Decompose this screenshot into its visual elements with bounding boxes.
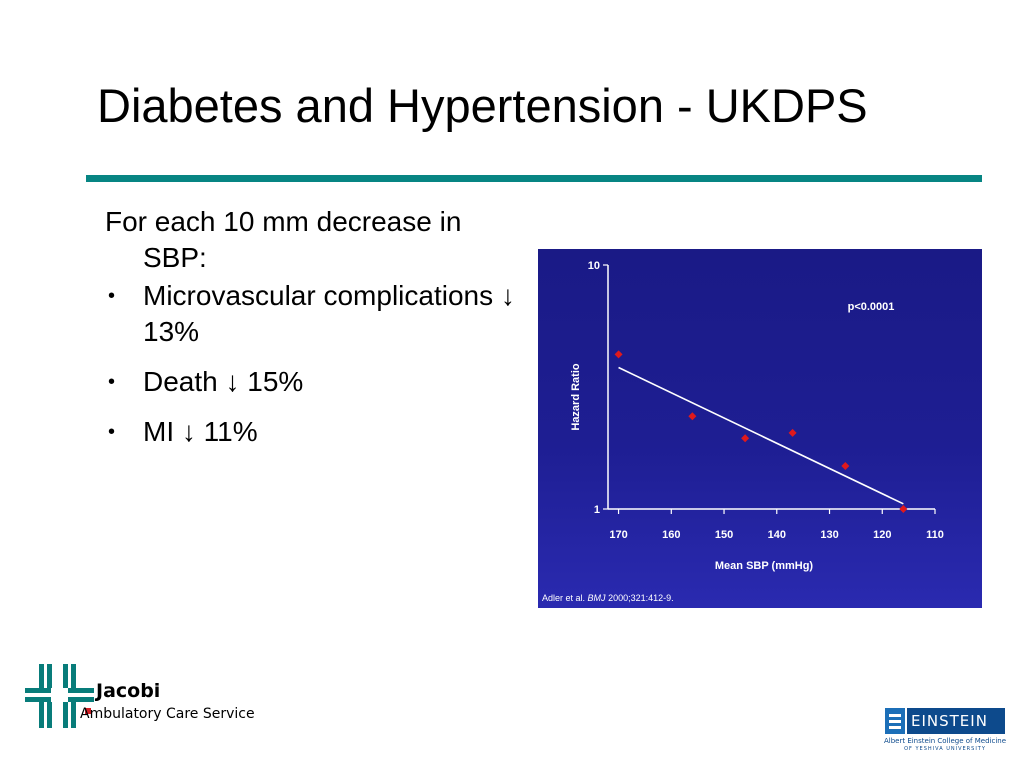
labels-layer: Hazard Ratio Mean SBP (mmHg) p<0.0001 Ad… [542,301,894,603]
bullet-icon: • [108,285,116,307]
x-tick-label: 110 [926,529,944,541]
einstein-university-name: OF YESHIVA UNIVERSITY [904,746,986,752]
trend-line [618,366,904,505]
x-tick-label: 140 [768,529,786,541]
slide-title: Diabetes and Hypertension - UKDPS [97,79,868,132]
y-tick-label: 10 [588,260,600,272]
bullet-item: • Death ↓ 15% [105,364,525,400]
einstein-logo: EINSTEIN Albert Einstein College of Medi… [880,706,1010,752]
data-point [741,434,750,443]
citation-ref: 2000;321:412-9. [608,593,674,603]
x-tick-label: 120 [873,529,891,541]
data-point [899,505,908,513]
x-tick-label: 160 [662,529,680,541]
x-tick-label: 170 [609,529,627,541]
jacobi-name: Jacobi [96,680,161,702]
bullet-text: Microvascular complications ↓ 13% [143,280,515,347]
bullet-text: Death ↓ 15% [143,366,304,397]
data-point [688,412,697,421]
bullet-item: • MI ↓ 11% [105,414,525,450]
data-point [788,428,797,437]
bullet-list: • Microvascular complications ↓ 13% • De… [105,278,525,450]
citation-authors: Adler et al. [542,593,585,603]
slide-body: For each 10 mm decrease in SBP: • Microv… [105,204,525,464]
title-divider [86,175,982,182]
jacobi-subtitle: Ambulatory Care Service [80,706,255,722]
data-point [841,462,850,471]
bullet-icon: • [108,371,116,393]
einstein-wordmark: EINSTEIN [911,712,988,730]
hazard-ratio-chart: 1 10 170 160 150 140 130 120 110 Hazard Ratio Me… [538,249,982,608]
p-value-annotation: p<0.0001 [848,301,895,313]
einstein-mark-icon [885,708,907,734]
jacobi-logo-icon [25,664,94,728]
einstein-college-name: Albert Einstein College of Medicine [883,737,1007,745]
bullet-text: MI ↓ 11% [143,416,258,447]
trend-layer [618,366,904,505]
x-tick-label: 130 [820,529,838,541]
intro-text: For each 10 mm decrease in SBP: [105,206,462,273]
y-tick-label: 1 [594,504,600,516]
data-point [614,350,623,359]
y-axis-label: Hazard Ratio [570,363,582,431]
points-layer [614,350,908,513]
x-tick-label: 150 [715,529,733,541]
x-axis-label: Mean SBP (mmHg) [715,560,814,572]
bullet-icon: • [108,421,116,443]
citation-journal: BMJ [588,593,607,603]
citation: Adler et al. BMJ 2000;321:412-9. [542,593,674,603]
bullet-item: • Microvascular complications ↓ 13% [105,278,525,350]
einstein-logo-box: EINSTEIN [885,708,1005,734]
